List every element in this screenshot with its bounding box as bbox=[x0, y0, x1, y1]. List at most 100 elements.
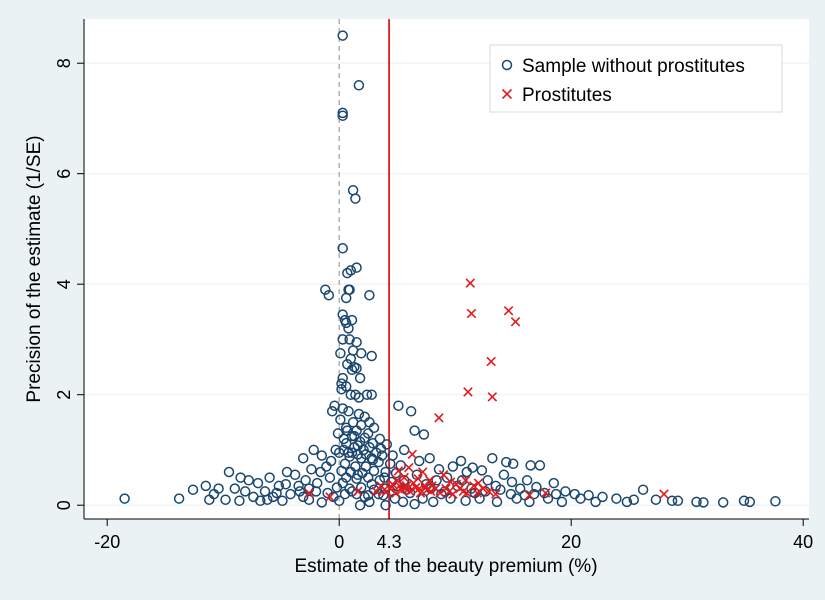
point-sample-249 bbox=[271, 487, 282, 499]
point-sample-91 bbox=[306, 464, 317, 475]
y-axis-ticks: 0 2 4 6 8 bbox=[54, 58, 84, 510]
point-sample-3 bbox=[337, 110, 348, 121]
point-sample-125 bbox=[200, 480, 212, 492]
point-prostitutes-8 bbox=[407, 449, 418, 460]
point-sample-31 bbox=[351, 362, 362, 374]
point-sample-229 bbox=[495, 484, 506, 495]
point-sample-189 bbox=[380, 499, 391, 511]
point-sample-6 bbox=[337, 243, 348, 254]
point-sample-60 bbox=[409, 425, 420, 436]
point-prostitutes-12 bbox=[438, 470, 449, 480]
axes bbox=[83, 19, 809, 520]
point-sample-158 bbox=[628, 494, 640, 505]
legend-box bbox=[489, 44, 783, 113]
point-sample-49 bbox=[393, 400, 404, 411]
point-sample-241 bbox=[360, 449, 372, 460]
point-sample-13 bbox=[323, 289, 335, 301]
point-sample-25 bbox=[335, 348, 346, 359]
legend-marker-circle bbox=[501, 59, 513, 71]
point-sample-101 bbox=[324, 472, 336, 483]
point-prostitutes-10 bbox=[404, 462, 414, 473]
point-sample-165 bbox=[234, 495, 245, 507]
point-sample-75 bbox=[316, 450, 328, 461]
point-sample-187 bbox=[354, 499, 366, 511]
point-sample-237 bbox=[367, 438, 379, 449]
point-sample-247 bbox=[294, 486, 306, 497]
point-sample-127 bbox=[229, 483, 241, 494]
point-sample-153 bbox=[474, 493, 485, 504]
point-sample-99 bbox=[264, 472, 275, 483]
point-sample-83 bbox=[507, 458, 519, 470]
legend: Sample without prostitutes Prostitutes bbox=[489, 44, 783, 113]
point-sample-50 bbox=[405, 406, 417, 417]
x-tick-label--20: -20 bbox=[94, 532, 120, 552]
point-sample-21 bbox=[344, 334, 355, 345]
point-sample-188 bbox=[316, 497, 328, 508]
point-sample-45 bbox=[326, 406, 338, 417]
point-sample-47 bbox=[353, 408, 365, 420]
point-prostitutes-42 bbox=[392, 475, 402, 486]
point-sample-67 bbox=[308, 444, 319, 456]
point-sample-240 bbox=[352, 449, 364, 460]
point-sample-173 bbox=[460, 495, 471, 507]
point-sample-5 bbox=[350, 193, 361, 204]
point-sample-27 bbox=[366, 350, 377, 362]
x-tick-label-0: 0 bbox=[334, 532, 344, 552]
point-sample-219 bbox=[339, 488, 351, 500]
point-prostitutes-26 bbox=[468, 481, 479, 491]
point-prostitutes-58 bbox=[379, 484, 390, 495]
point-sample-218 bbox=[322, 487, 333, 499]
point-prostitutes-0 bbox=[465, 278, 476, 288]
point-sample-0 bbox=[337, 30, 348, 41]
point-sample-114 bbox=[293, 480, 304, 492]
point-sample-96 bbox=[433, 464, 445, 475]
point-sample-95 bbox=[395, 460, 406, 471]
point-sample-174 bbox=[491, 496, 503, 508]
point-prostitutes-3 bbox=[510, 316, 521, 327]
point-prostitutes-4 bbox=[486, 356, 496, 367]
point-sample-51 bbox=[335, 414, 346, 425]
point-sample-2 bbox=[337, 107, 348, 119]
point-sample-90 bbox=[289, 469, 301, 481]
point-prostitutes-56 bbox=[478, 483, 488, 494]
point-sample-181 bbox=[691, 496, 702, 508]
point-prostitutes-45 bbox=[451, 479, 462, 489]
point-sample-162 bbox=[173, 493, 185, 504]
point-sample-178 bbox=[621, 496, 633, 508]
x-tick-label-20: 20 bbox=[561, 532, 581, 552]
reference-lines bbox=[338, 19, 390, 519]
point-sample-204 bbox=[380, 466, 391, 478]
point-sample-159 bbox=[637, 484, 649, 495]
point-sample-180 bbox=[672, 495, 684, 507]
x-tick-label-40: 40 bbox=[793, 532, 813, 552]
point-prostitutes-6 bbox=[487, 392, 498, 402]
point-sample-245 bbox=[315, 466, 326, 478]
point-sample-161 bbox=[119, 493, 130, 504]
point-sample-79 bbox=[413, 455, 425, 467]
point-sample-172 bbox=[427, 496, 439, 508]
point-sample-190 bbox=[409, 498, 420, 510]
point-prostitutes-13 bbox=[399, 472, 409, 483]
point-sample-61 bbox=[418, 429, 430, 440]
point-sample-139 bbox=[550, 488, 562, 500]
point-sample-130 bbox=[285, 488, 296, 500]
point-sample-9 bbox=[342, 267, 353, 279]
point-prostitutes-47 bbox=[524, 490, 535, 501]
point-sample-34 bbox=[354, 372, 366, 384]
point-sample-26 bbox=[355, 348, 367, 359]
point-sample-168 bbox=[303, 494, 315, 505]
point-sample-113 bbox=[273, 480, 285, 492]
point-prostitutes-57 bbox=[491, 489, 501, 499]
point-prostitutes-40 bbox=[325, 492, 335, 502]
point-sample-170 bbox=[364, 496, 375, 508]
point-sample-143 bbox=[187, 484, 199, 495]
point-sample-152 bbox=[445, 493, 456, 504]
point-sample-182 bbox=[698, 497, 709, 508]
point-sample-41 bbox=[361, 389, 373, 400]
point-sample-248 bbox=[280, 478, 292, 490]
point-sample-185 bbox=[744, 496, 756, 508]
point-sample-198 bbox=[384, 458, 396, 470]
point-sample-157 bbox=[611, 493, 622, 504]
point-sample-97 bbox=[461, 466, 473, 478]
x-axis-title: Estimate of the beauty premium (%) bbox=[294, 556, 597, 577]
